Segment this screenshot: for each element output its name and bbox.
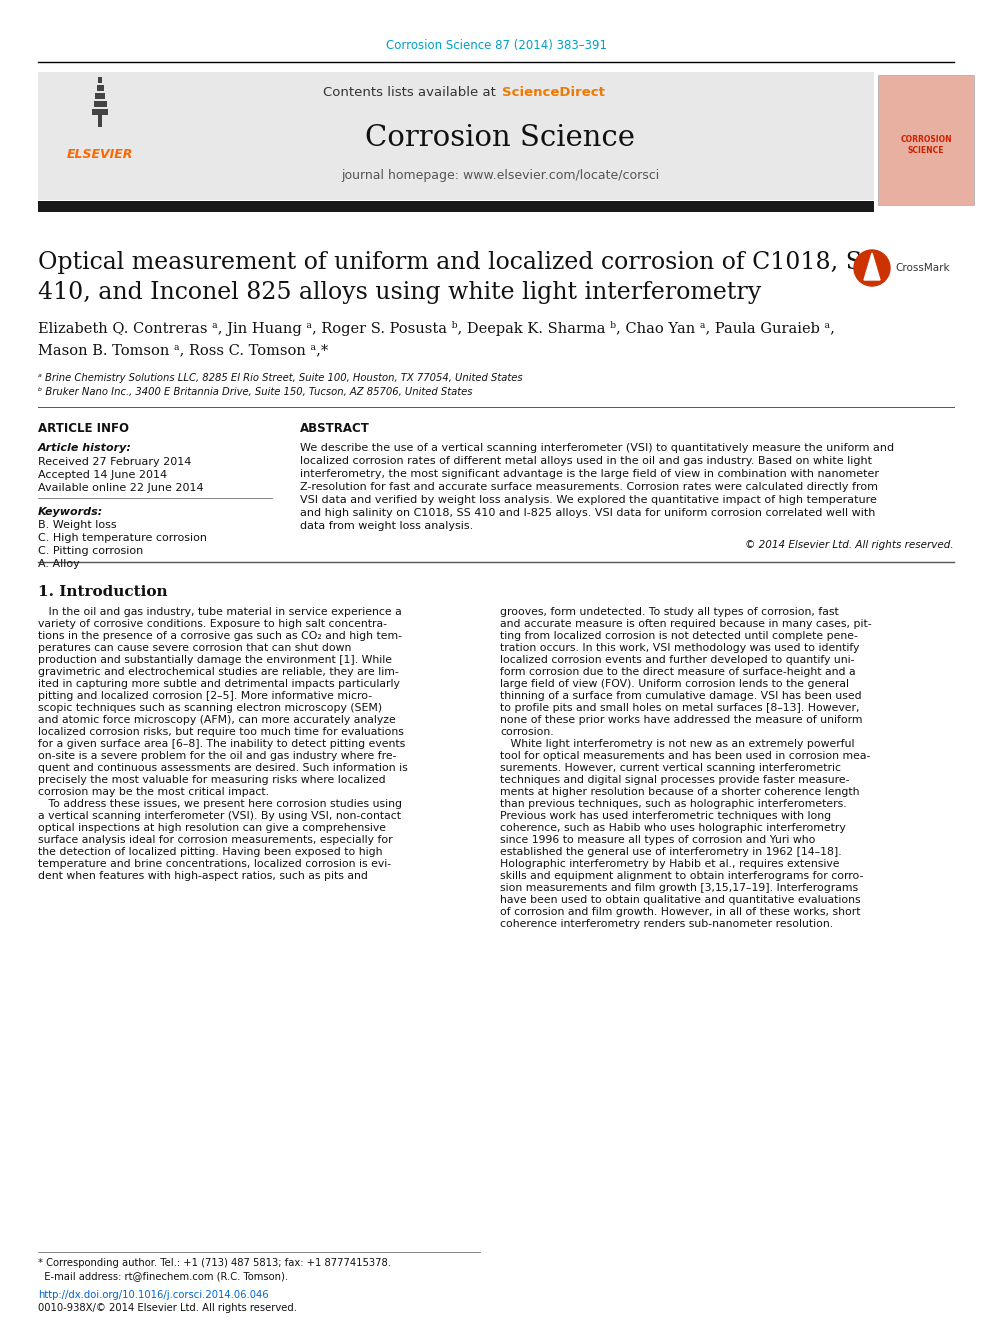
Text: and accurate measure is often required because in many cases, pit-: and accurate measure is often required b… — [500, 619, 872, 628]
Text: corrosion.: corrosion. — [500, 728, 554, 737]
Text: dent when features with high-aspect ratios, such as pits and: dent when features with high-aspect rati… — [38, 871, 368, 881]
Text: We describe the use of a vertical scanning interferometer (VSI) to quantitativel: We describe the use of a vertical scanni… — [300, 443, 894, 452]
Text: coherence, such as Habib who uses holographic interferometry: coherence, such as Habib who uses hologr… — [500, 823, 846, 833]
FancyBboxPatch shape — [38, 201, 874, 212]
Text: Holographic interferometry by Habib et al., requires extensive: Holographic interferometry by Habib et a… — [500, 859, 839, 869]
Text: Z-resolution for fast and accurate surface measurements. Corrosion rates were ca: Z-resolution for fast and accurate surfa… — [300, 482, 878, 492]
Text: ScienceDirect: ScienceDirect — [502, 86, 605, 99]
Text: ARTICLE INFO: ARTICLE INFO — [38, 422, 129, 434]
Text: since 1996 to measure all types of corrosion and Yuri who: since 1996 to measure all types of corro… — [500, 835, 815, 845]
Bar — [98, 77, 102, 83]
Text: coherence interferometry renders sub-nanometer resolution.: coherence interferometry renders sub-nan… — [500, 919, 833, 929]
Bar — [93, 101, 106, 107]
Text: ELSEVIER: ELSEVIER — [66, 148, 133, 161]
Text: none of these prior works have addressed the measure of uniform: none of these prior works have addressed… — [500, 714, 862, 725]
Text: pitting and localized corrosion [2–5]. More informative micro-: pitting and localized corrosion [2–5]. M… — [38, 691, 372, 701]
Text: Corrosion Science: Corrosion Science — [365, 124, 635, 152]
Text: peratures can cause severe corrosion that can shut down: peratures can cause severe corrosion tha… — [38, 643, 351, 654]
Bar — [95, 93, 105, 99]
Text: Elizabeth Q. Contreras ᵃ, Jin Huang ᵃ, Roger S. Posusta ᵇ, Deepak K. Sharma ᵇ, C: Elizabeth Q. Contreras ᵃ, Jin Huang ᵃ, R… — [38, 320, 835, 336]
Text: established the general use of interferometry in 1962 [14–18].: established the general use of interfero… — [500, 847, 841, 857]
Text: corrosion may be the most critical impact.: corrosion may be the most critical impac… — [38, 787, 269, 796]
Text: ᵃ Brine Chemistry Solutions LLC, 8285 El Rio Street, Suite 100, Houston, TX 7705: ᵃ Brine Chemistry Solutions LLC, 8285 El… — [38, 373, 523, 382]
Text: White light interferometry is not new as an extremely powerful: White light interferometry is not new as… — [500, 740, 854, 749]
Text: variety of corrosive conditions. Exposure to high salt concentra-: variety of corrosive conditions. Exposur… — [38, 619, 387, 628]
Text: Keywords:: Keywords: — [38, 507, 103, 517]
Text: to profile pits and small holes on metal surfaces [8–13]. However,: to profile pits and small holes on metal… — [500, 703, 859, 713]
Text: scopic techniques such as scanning electron microscopy (SEM): scopic techniques such as scanning elect… — [38, 703, 382, 713]
Text: a vertical scanning interferometer (VSI). By using VSI, non-contact: a vertical scanning interferometer (VSI)… — [38, 811, 401, 822]
Text: the detection of localized pitting. Having been exposed to high: the detection of localized pitting. Havi… — [38, 847, 383, 857]
Text: localized corrosion rates of different metal alloys used in the oil and gas indu: localized corrosion rates of different m… — [300, 456, 872, 466]
Text: data from weight loss analysis.: data from weight loss analysis. — [300, 521, 473, 531]
Text: ting from localized corrosion is not detected until complete pene-: ting from localized corrosion is not det… — [500, 631, 858, 642]
Text: Mason B. Tomson ᵃ, Ross C. Tomson ᵃ,*: Mason B. Tomson ᵃ, Ross C. Tomson ᵃ,* — [38, 343, 328, 357]
Text: Optical measurement of uniform and localized corrosion of C1018, SS: Optical measurement of uniform and local… — [38, 250, 878, 274]
Text: optical inspections at high resolution can give a comprehensive: optical inspections at high resolution c… — [38, 823, 386, 833]
Text: 0010-938X/© 2014 Elsevier Ltd. All rights reserved.: 0010-938X/© 2014 Elsevier Ltd. All right… — [38, 1303, 297, 1312]
Text: 1. Introduction: 1. Introduction — [38, 585, 168, 599]
Text: form corrosion due to the direct measure of surface-height and a: form corrosion due to the direct measure… — [500, 667, 856, 677]
Text: Received 27 February 2014: Received 27 February 2014 — [38, 456, 191, 467]
Text: gravimetric and electrochemical studies are reliable, they are lim-: gravimetric and electrochemical studies … — [38, 667, 399, 677]
Text: Contents lists available at: Contents lists available at — [322, 86, 500, 99]
Text: ments at higher resolution because of a shorter coherence length: ments at higher resolution because of a … — [500, 787, 859, 796]
Text: for a given surface area [6–8]. The inability to detect pitting events: for a given surface area [6–8]. The inab… — [38, 740, 406, 749]
Text: tration occurs. In this work, VSI methodology was used to identify: tration occurs. In this work, VSI method… — [500, 643, 859, 654]
Text: http://dx.doi.org/10.1016/j.corsci.2014.06.046: http://dx.doi.org/10.1016/j.corsci.2014.… — [38, 1290, 269, 1301]
Text: VSI data and verified by weight loss analysis. We explored the quantitative impa: VSI data and verified by weight loss ana… — [300, 495, 877, 505]
Text: and atomic force microscopy (AFM), can more accurately analyze: and atomic force microscopy (AFM), can m… — [38, 714, 396, 725]
Polygon shape — [864, 253, 880, 280]
Text: ited in capturing more subtle and detrimental impacts particularly: ited in capturing more subtle and detrim… — [38, 679, 400, 689]
Text: 410, and Inconel 825 alloys using white light interferometry: 410, and Inconel 825 alloys using white … — [38, 282, 761, 304]
Text: skills and equipment alignment to obtain interferograms for corro-: skills and equipment alignment to obtain… — [500, 871, 863, 881]
Text: temperature and brine concentrations, localized corrosion is evi-: temperature and brine concentrations, lo… — [38, 859, 391, 869]
Bar — [92, 108, 108, 115]
Text: techniques and digital signal processes provide faster measure-: techniques and digital signal processes … — [500, 775, 849, 785]
Bar — [96, 85, 103, 91]
Text: © 2014 Elsevier Ltd. All rights reserved.: © 2014 Elsevier Ltd. All rights reserved… — [745, 540, 954, 550]
Text: surements. However, current vertical scanning interferometric: surements. However, current vertical sca… — [500, 763, 841, 773]
Text: A. Alloy: A. Alloy — [38, 560, 79, 569]
Text: surface analysis ideal for corrosion measurements, especially for: surface analysis ideal for corrosion mea… — [38, 835, 393, 845]
Text: precisely the most valuable for measuring risks where localized: precisely the most valuable for measurin… — [38, 775, 386, 785]
Text: ABSTRACT: ABSTRACT — [300, 422, 370, 434]
FancyBboxPatch shape — [878, 75, 974, 205]
Circle shape — [854, 250, 890, 286]
Text: grooves, form undetected. To study all types of corrosion, fast: grooves, form undetected. To study all t… — [500, 607, 839, 617]
Text: and high salinity on C1018, SS 410 and I-825 alloys. VSI data for uniform corros: and high salinity on C1018, SS 410 and I… — [300, 508, 875, 519]
Text: have been used to obtain qualitative and quantitative evaluations: have been used to obtain qualitative and… — [500, 894, 861, 905]
Text: quent and continuous assessments are desired. Such information is: quent and continuous assessments are des… — [38, 763, 408, 773]
Text: * Corresponding author. Tel.: +1 (713) 487 5813; fax: +1 8777415378.: * Corresponding author. Tel.: +1 (713) 4… — [38, 1258, 391, 1267]
Text: B. Weight loss: B. Weight loss — [38, 520, 117, 531]
FancyBboxPatch shape — [38, 71, 874, 200]
Text: CrossMark: CrossMark — [895, 263, 949, 273]
Text: localized corrosion risks, but require too much time for evaluations: localized corrosion risks, but require t… — [38, 728, 404, 737]
Text: tions in the presence of a corrosive gas such as CO₂ and high tem-: tions in the presence of a corrosive gas… — [38, 631, 402, 642]
Text: C. Pitting corrosion: C. Pitting corrosion — [38, 546, 143, 556]
Text: interferometry, the most significant advantage is the large field of view in com: interferometry, the most significant adv… — [300, 468, 879, 479]
Text: than previous techniques, such as holographic interferometers.: than previous techniques, such as hologr… — [500, 799, 846, 808]
Text: CORROSION
SCIENCE: CORROSION SCIENCE — [900, 135, 951, 155]
Text: Available online 22 June 2014: Available online 22 June 2014 — [38, 483, 203, 493]
Text: Corrosion Science 87 (2014) 383–391: Corrosion Science 87 (2014) 383–391 — [386, 38, 606, 52]
Text: on-site is a severe problem for the oil and gas industry where fre-: on-site is a severe problem for the oil … — [38, 751, 397, 761]
Text: journal homepage: www.elsevier.com/locate/corsci: journal homepage: www.elsevier.com/locat… — [341, 169, 659, 183]
Text: C. High temperature corrosion: C. High temperature corrosion — [38, 533, 207, 542]
Text: ᵇ Bruker Nano Inc., 3400 E Britannia Drive, Suite 150, Tucson, AZ 85706, United : ᵇ Bruker Nano Inc., 3400 E Britannia Dri… — [38, 388, 472, 397]
Text: localized corrosion events and further developed to quantify uni-: localized corrosion events and further d… — [500, 655, 854, 665]
Text: of corrosion and film growth. However, in all of these works, short: of corrosion and film growth. However, i… — [500, 908, 860, 917]
Text: To address these issues, we present here corrosion studies using: To address these issues, we present here… — [38, 799, 402, 808]
Text: Previous work has used interferometric techniques with long: Previous work has used interferometric t… — [500, 811, 831, 822]
Text: Accepted 14 June 2014: Accepted 14 June 2014 — [38, 470, 167, 480]
Text: large field of view (FOV). Uniform corrosion lends to the general: large field of view (FOV). Uniform corro… — [500, 679, 849, 689]
Text: thinning of a surface from cumulative damage. VSI has been used: thinning of a surface from cumulative da… — [500, 691, 862, 701]
Text: E-mail address: rt@finechem.com (R.C. Tomson).: E-mail address: rt@finechem.com (R.C. To… — [38, 1271, 288, 1281]
Text: In the oil and gas industry, tube material in service experience a: In the oil and gas industry, tube materi… — [38, 607, 402, 617]
Text: production and substantially damage the environment [1]. While: production and substantially damage the … — [38, 655, 392, 665]
Bar — [98, 108, 102, 127]
Text: sion measurements and film growth [3,15,17–19]. Interferograms: sion measurements and film growth [3,15,… — [500, 882, 858, 893]
Text: tool for optical measurements and has been used in corrosion mea-: tool for optical measurements and has be… — [500, 751, 870, 761]
Text: Article history:: Article history: — [38, 443, 132, 452]
